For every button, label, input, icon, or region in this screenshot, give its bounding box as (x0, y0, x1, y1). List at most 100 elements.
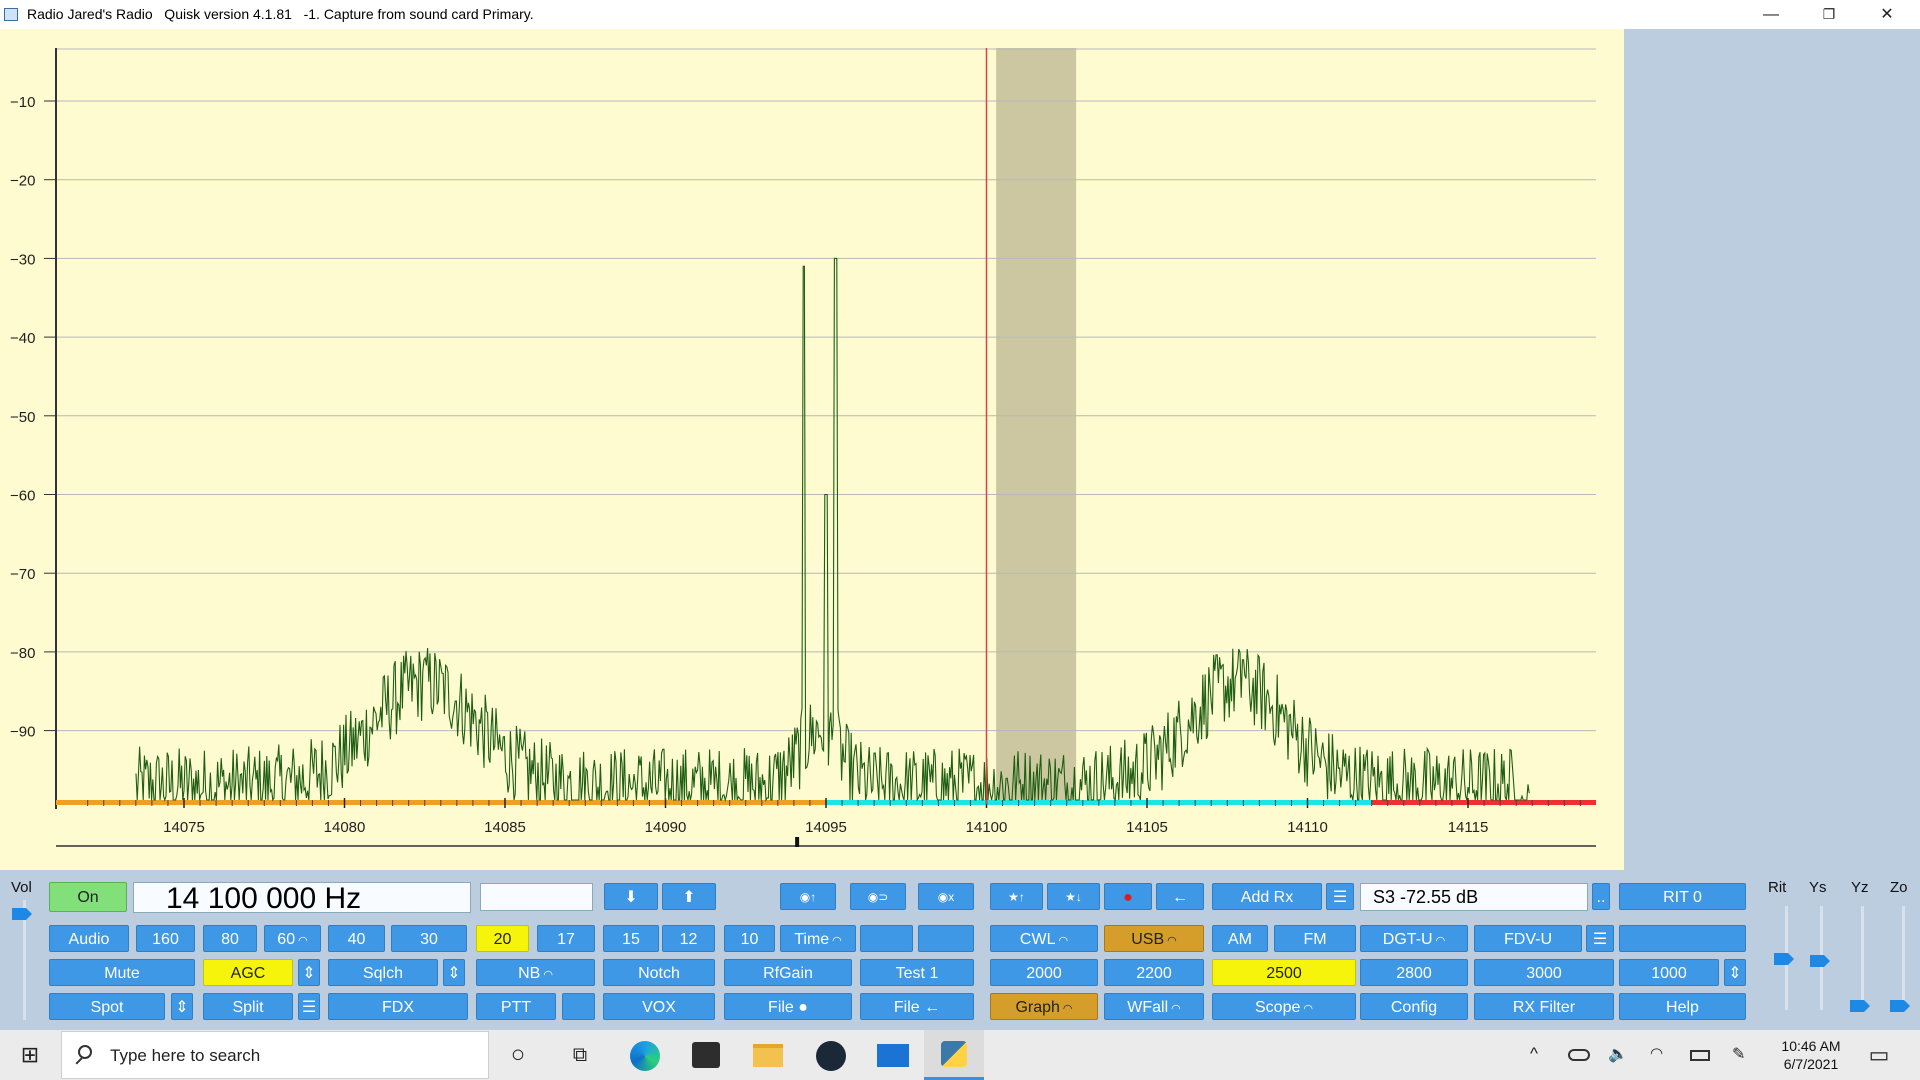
band-12-button[interactable]: 12 (662, 925, 715, 952)
spectrum-graph[interactable]: −10 −20 −30 −40 −50 −60 −70 −80 −90 14075 14080 140… (0, 29, 1624, 870)
favorite-up-button[interactable]: ★↑ (990, 883, 1043, 910)
steam-icon[interactable] (816, 1041, 846, 1071)
memory-store-button[interactable]: ◉↑ (780, 883, 836, 910)
pen-icon[interactable]: ✎ (1732, 1046, 1746, 1063)
yz-slider[interactable] (1861, 906, 1864, 1010)
spot-button[interactable]: Spot (49, 993, 165, 1020)
yz-slider-thumb[interactable] (1850, 1000, 1870, 1012)
freq-up-button[interactable]: ⬆ (662, 883, 716, 910)
clock[interactable]: 10:46 AM 6/7/2021 (1776, 1037, 1846, 1073)
mode-cwl-button[interactable]: CWL (990, 925, 1098, 952)
store-icon[interactable] (692, 1042, 720, 1068)
frequency-display[interactable]: 14 100 000 Hz (133, 882, 471, 914)
split-button[interactable]: Split (203, 993, 293, 1020)
start-icon[interactable]: ⊞ (20, 1042, 40, 1067)
freq-down-button[interactable]: ⬇ (604, 883, 658, 910)
mode-usb-button[interactable]: USB (1104, 925, 1204, 952)
memory-recall-button[interactable]: ◉⊃ (850, 883, 906, 910)
mode-menu-button[interactable]: ☰ (1586, 925, 1614, 952)
edge-icon[interactable] (630, 1041, 660, 1071)
ys-slider-thumb[interactable] (1810, 955, 1830, 967)
band-80-button[interactable]: 80 (203, 925, 257, 952)
wifi-icon[interactable]: ◠ (1650, 1045, 1664, 1062)
tray-expand-icon[interactable]: ^ (1530, 1044, 1538, 1063)
bandwidth-3000-button[interactable]: 3000 (1474, 959, 1614, 986)
mode-dgt-u-button[interactable]: DGT-U (1360, 925, 1468, 952)
record-button[interactable]: ● (1104, 883, 1152, 910)
rx-filter-button[interactable]: RX Filter (1474, 993, 1614, 1020)
test1-button[interactable]: Test 1 (860, 959, 974, 986)
bandwidth-2200-button[interactable]: 2200 (1104, 959, 1204, 986)
squelch-adjust-button[interactable]: ⇕ (443, 959, 465, 986)
spot-adjust-button[interactable]: ⇕ (171, 993, 193, 1020)
fdx-button[interactable]: FDX (328, 993, 468, 1020)
blank-button-2[interactable] (918, 925, 974, 952)
agc-button[interactable]: AGC (203, 959, 293, 986)
play-button[interactable]: ← (1156, 883, 1204, 910)
mail-icon[interactable] (877, 1044, 909, 1067)
notification-icon[interactable]: ▭ (1868, 1042, 1890, 1067)
restore-button[interactable]: ❐ (1822, 6, 1836, 22)
task-view-icon[interactable]: ⧉ (572, 1044, 588, 1066)
noise-blanker-button[interactable]: NB (476, 959, 595, 986)
spectrum-svg[interactable]: −10 −20 −30 −40 −50 −60 −70 −80 −90 14075 14080 140… (0, 29, 1624, 870)
search-box[interactable]: Type here to search (61, 1031, 489, 1079)
cortana-icon[interactable]: ○ (510, 1041, 526, 1068)
blank-button-4[interactable] (562, 993, 595, 1020)
smeter-options-button[interactable]: .. (1592, 883, 1610, 910)
band-60-button[interactable]: 60 (264, 925, 321, 952)
vox-button[interactable]: VOX (603, 993, 715, 1020)
rit-slider-thumb[interactable] (1774, 953, 1794, 965)
onedrive-icon[interactable] (1568, 1049, 1590, 1061)
bandwidth-2000-button[interactable]: 2000 (990, 959, 1098, 986)
minimize-button[interactable]: — (1763, 6, 1779, 23)
scope-button[interactable]: Scope (1212, 993, 1356, 1020)
band-20-button[interactable]: 20 (476, 925, 529, 952)
memory-clear-button[interactable]: ◉x (918, 883, 974, 910)
menu-button[interactable]: ☰ (1326, 883, 1354, 910)
bandwidth-2500-button[interactable]: 2500 (1212, 959, 1356, 986)
volume-icon[interactable]: 🔈 (1608, 1046, 1628, 1063)
band-30-button[interactable]: 30 (391, 925, 467, 952)
split-menu-button[interactable]: ☰ (298, 993, 320, 1020)
band-160-button[interactable]: 160 (136, 925, 195, 952)
mute-button[interactable]: Mute (49, 959, 195, 986)
mode-fm-button[interactable]: FM (1274, 925, 1356, 952)
ptt-button[interactable]: PTT (476, 993, 556, 1020)
audio-button[interactable]: Audio (49, 925, 129, 952)
squelch-button[interactable]: Sqlch (328, 959, 438, 986)
band-17-button[interactable]: 17 (537, 925, 595, 952)
frequency-entry[interactable] (480, 883, 593, 911)
config-button[interactable]: Config (1360, 993, 1468, 1020)
blank-button-3[interactable] (1619, 925, 1746, 952)
band-10-button[interactable]: 10 (724, 925, 775, 952)
quisk-taskbar-item[interactable] (924, 1030, 984, 1080)
band-40-button[interactable]: 40 (328, 925, 385, 952)
graph-button[interactable]: Graph (990, 993, 1098, 1020)
close-button[interactable]: ✕ (1880, 6, 1894, 23)
rf-gain-button[interactable]: RfGain (724, 959, 852, 986)
help-button[interactable]: Help (1619, 993, 1746, 1020)
favorite-down-button[interactable]: ★↓ (1047, 883, 1100, 910)
agc-adjust-button[interactable]: ⇕ (298, 959, 320, 986)
mode-fdv-u-button[interactable]: FDV-U (1474, 925, 1582, 952)
band-15-button[interactable]: 15 (603, 925, 659, 952)
zo-slider-thumb[interactable] (1890, 1000, 1910, 1012)
file-back-button[interactable]: File ← (860, 993, 974, 1020)
vol-slider-thumb[interactable] (12, 908, 32, 920)
mode-am-button[interactable]: AM (1212, 925, 1268, 952)
add-rx-button[interactable]: Add Rx (1212, 883, 1322, 910)
vol-slider[interactable] (23, 900, 26, 1020)
battery-icon[interactable] (1690, 1050, 1710, 1061)
bandwidth-adjust-button[interactable]: ⇕ (1724, 959, 1746, 986)
file-explorer-icon[interactable] (753, 1044, 783, 1067)
file-play-button[interactable]: File ● (724, 993, 852, 1020)
bandwidth-2800-button[interactable]: 2800 (1360, 959, 1468, 986)
bandwidth-1000-button[interactable]: 1000 (1619, 959, 1719, 986)
blank-button-1[interactable] (860, 925, 913, 952)
time-button[interactable]: Time (780, 925, 856, 952)
waterfall-button[interactable]: WFall (1104, 993, 1204, 1020)
notch-button[interactable]: Notch (603, 959, 715, 986)
rit-button[interactable]: RIT 0 (1619, 883, 1746, 910)
on-button[interactable]: On (49, 882, 127, 912)
